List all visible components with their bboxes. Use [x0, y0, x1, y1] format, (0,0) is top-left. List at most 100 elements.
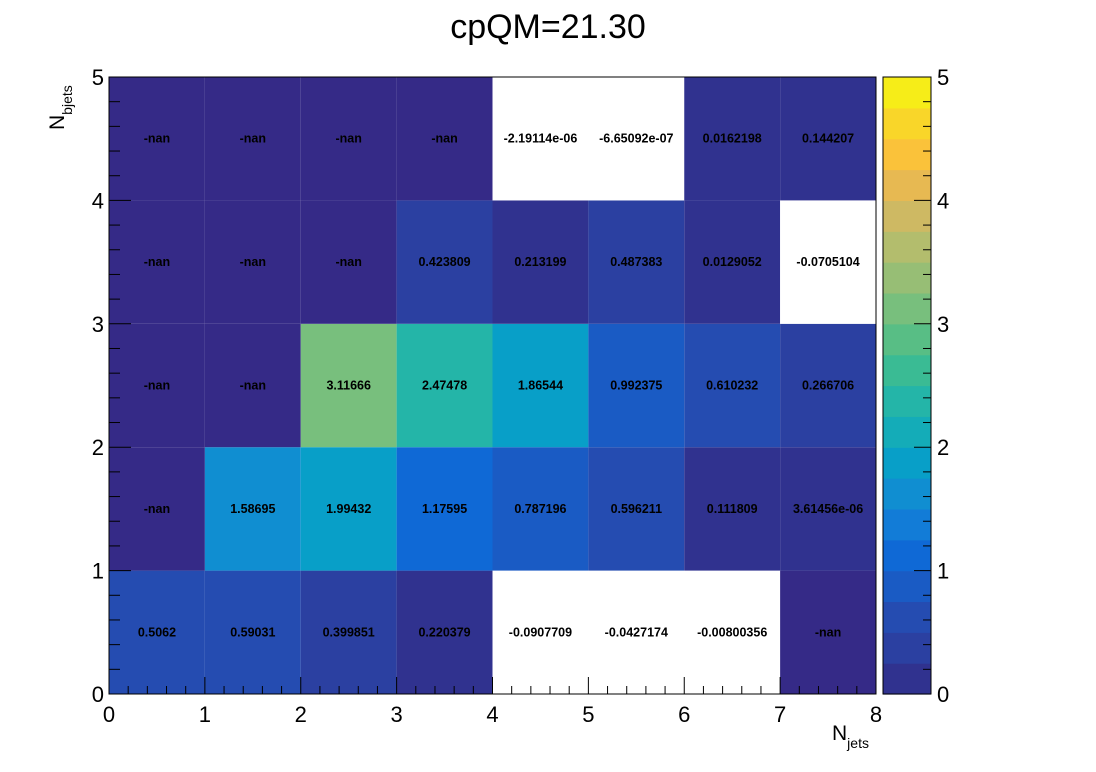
- cell-labels: 0.5062 0.59031 0.399851 0.220379 -0.0907709 -…: [138, 132, 863, 640]
- y-tick-label: 2: [92, 435, 104, 460]
- cell-value-label: -nan: [144, 379, 170, 393]
- cell-value-label: -nan: [815, 625, 841, 639]
- heatmap-cell: [300, 570, 397, 694]
- x-tick-label: 8: [870, 702, 882, 727]
- heatmap-cell: [492, 447, 589, 571]
- heatmap-cell: [396, 570, 493, 694]
- heatmap-cell: [492, 77, 589, 201]
- color-scale-band: [883, 447, 931, 479]
- cell-value-label: 0.111809: [707, 502, 758, 516]
- heatmap-cell: [109, 200, 205, 324]
- heatmap-cell: [780, 200, 876, 324]
- cell-value-label: 0.144207: [802, 132, 854, 146]
- heatmap-cell: [588, 77, 685, 201]
- heatmap-cell: [588, 323, 685, 448]
- cell-value-label: 0.0129052: [703, 255, 762, 269]
- x-axis-label: Njets: [832, 722, 869, 751]
- x-tick-label: 4: [486, 702, 498, 727]
- heatmap-cell: [204, 323, 301, 448]
- color-scale-band: [883, 508, 931, 541]
- cell-value-label: 0.399851: [323, 625, 375, 639]
- x-tick-label: 3: [391, 702, 403, 727]
- color-scale-band: [883, 138, 931, 171]
- cell-value-label: 0.423809: [418, 255, 470, 269]
- heatmap-cell: [492, 323, 589, 448]
- cell-value-label: 1.17595: [422, 502, 467, 516]
- color-scale-band: [883, 478, 931, 510]
- cell-value-label: 0.220379: [418, 625, 470, 639]
- color-scale-tick-label: 1: [937, 559, 949, 584]
- y-tick-label: 0: [92, 682, 104, 707]
- cell-value-label: -nan: [240, 132, 266, 146]
- x-tick-label: 6: [678, 702, 690, 727]
- color-scale-band: [883, 354, 931, 387]
- y-tick-label: 4: [92, 188, 104, 213]
- heatmap-cell: [300, 447, 397, 571]
- x-axis-label-sub: jets: [846, 735, 869, 751]
- heatmap-cell: [684, 570, 781, 694]
- heatmap-cell: [684, 200, 781, 324]
- heatmap-cell: [780, 77, 876, 201]
- x-tick-label: 7: [774, 702, 786, 727]
- cell-value-label: 3.11666: [326, 379, 371, 393]
- color-scale-tick-label: 2: [937, 435, 949, 460]
- heatmap-cell: [396, 77, 493, 201]
- cell-value-label: 2.47478: [422, 379, 467, 393]
- cell-value-label: -0.0427174: [605, 625, 668, 639]
- heatmap-cell: [684, 323, 781, 448]
- cell-value-label: -2.19114e-06: [504, 132, 578, 146]
- color-scale-frame: [882, 76, 932, 695]
- y-tick-label: 3: [92, 312, 104, 337]
- color-scale-band: [883, 292, 931, 325]
- color-scale-tick-label: 0: [937, 682, 949, 707]
- cell-value-label: -nan: [240, 255, 266, 269]
- cell-value-label: 1.99432: [326, 502, 371, 516]
- heatmap-cell: [780, 323, 876, 448]
- color-scale-band: [883, 663, 931, 695]
- cell-value-label: -0.0907709: [509, 625, 572, 639]
- color-scale-band: [883, 77, 931, 109]
- color-scale-bar: [882, 76, 932, 695]
- cell-value-label: 3.61456e-06: [793, 502, 863, 516]
- cell-value-label: 0.213199: [514, 255, 566, 269]
- heatmap-cell: [109, 323, 205, 448]
- cell-value-label: -nan: [144, 502, 170, 516]
- heatmap-cell: [204, 447, 301, 571]
- cell-value-label: 0.487383: [610, 255, 662, 269]
- heatmap-cell: [300, 77, 397, 201]
- heatmap-cell: [396, 323, 493, 448]
- heatmap-cell: [684, 77, 781, 201]
- heatmap-cell: [588, 447, 685, 571]
- color-scale-band: [883, 601, 931, 633]
- cell-value-label: 1.86544: [518, 379, 563, 393]
- cell-value-label: -0.00800356: [697, 625, 767, 639]
- color-scale-band: [883, 231, 931, 263]
- color-scale-band: [883, 385, 931, 417]
- color-scale-tick-label: 5: [937, 65, 949, 90]
- x-tick-label: 0: [103, 702, 115, 727]
- color-scale-band: [883, 539, 931, 572]
- heatmap-cell: [684, 447, 781, 571]
- cell-value-label: 0.787196: [514, 502, 566, 516]
- cell-value-label: 1.58695: [230, 502, 275, 516]
- heatmap-cell: [204, 200, 301, 324]
- x-axis-ticks: 0 1 2 3 4 5 6 7 8: [103, 677, 882, 727]
- heatmap-cell: [300, 200, 397, 324]
- cell-value-label: -nan: [240, 379, 266, 393]
- cell-value-label: -nan: [335, 255, 361, 269]
- y-tick-label: 1: [92, 559, 104, 584]
- y-tick-label: 5: [92, 65, 104, 90]
- color-scale-band: [883, 570, 931, 603]
- color-scale-tick-label: 4: [937, 188, 949, 213]
- cell-value-label: 0.266706: [802, 379, 854, 393]
- heatmap-cell: [492, 570, 589, 694]
- x-axis-label-main: N: [832, 722, 847, 745]
- heatmap-cell: [396, 447, 493, 571]
- heatmap-cells: [109, 77, 876, 694]
- heatmap-cell: [109, 570, 205, 694]
- heatmap-cell: [396, 200, 493, 324]
- color-scale-ticks: 0 1 2 3 4 5: [914, 65, 949, 707]
- color-scale-band: [883, 107, 931, 140]
- cell-value-label: 0.59031: [230, 625, 275, 639]
